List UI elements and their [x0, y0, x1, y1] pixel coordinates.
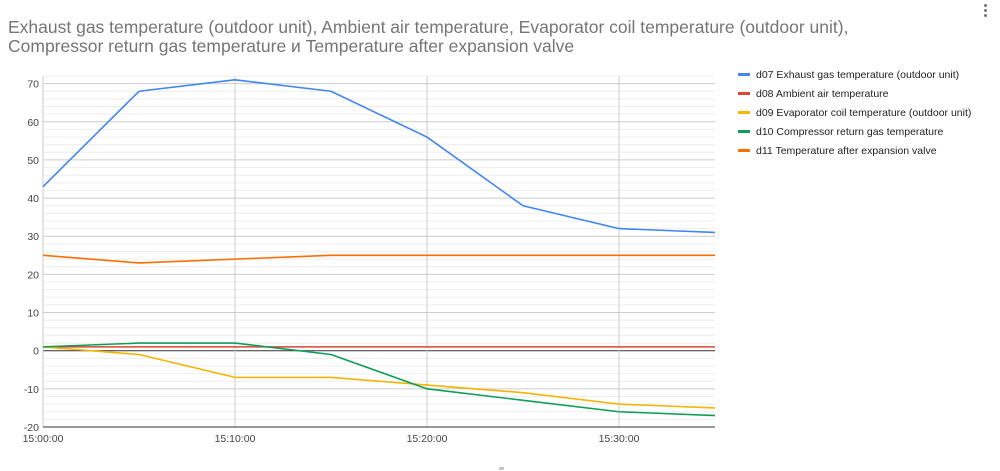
chart-title-line-1: Exhaust gas temperature (outdoor unit), …: [8, 17, 849, 37]
legend-label: d08 Ambient air temperature: [756, 88, 889, 100]
legend-swatch: [738, 72, 750, 76]
legend-item[interactable]: d11 Temperature after expansion valve: [738, 142, 1000, 161]
x-tick-label: 15:20:00: [407, 433, 448, 445]
legend-swatch: [738, 148, 750, 152]
chart-title-line-2: Compressor return gas temperature и Temp…: [8, 36, 575, 56]
series-line-4[interactable]: [42, 342, 716, 417]
chart-grid: [42, 75, 715, 428]
footer-mark: [499, 467, 504, 470]
y-tick-label: 20: [27, 269, 39, 281]
x-tick-label: 15:10:00: [215, 433, 256, 445]
x-tick-label: 15:00:00: [23, 433, 64, 445]
y-tick-label: -20: [24, 422, 39, 434]
series-line-1[interactable]: [42, 79, 716, 234]
more-vert-icon[interactable]: [978, 2, 992, 22]
y-tick-label: 40: [27, 193, 39, 205]
y-tick-label: 0: [33, 346, 39, 358]
chart-series: [42, 79, 716, 417]
legend-label: d11 Temperature after expansion valve: [756, 145, 937, 157]
series-line-5[interactable]: [42, 254, 715, 264]
y-tick-label: 50: [27, 155, 39, 167]
y-tick-label: 60: [27, 117, 39, 129]
legend-swatch: [738, 129, 750, 133]
y-tick-label: 10: [27, 308, 39, 320]
y-tick-label: 30: [27, 231, 39, 243]
legend-label: d09 Evaporator coil temperature (outdoor…: [756, 107, 972, 119]
legend-label: d07 Exhaust gas temperature (outdoor uni…: [756, 69, 960, 81]
chart-title: Exhaust gas temperature (outdoor unit), …: [8, 18, 968, 56]
legend-item[interactable]: d09 Evaporator coil temperature (outdoor…: [738, 104, 1000, 123]
legend-item[interactable]: d08 Ambient air temperature: [738, 85, 1000, 104]
chart-legend: d07 Exhaust gas temperature (outdoor uni…: [738, 66, 1000, 161]
x-tick-label: 15:30:00: [599, 433, 640, 445]
legend-item[interactable]: d07 Exhaust gas temperature (outdoor uni…: [738, 66, 1000, 85]
y-tick-label: -10: [24, 384, 39, 396]
legend-swatch: [738, 91, 750, 95]
legend-label: d10 Compressor return gas temperature: [756, 126, 944, 138]
legend-swatch: [738, 110, 750, 114]
series-line-3[interactable]: [42, 346, 716, 409]
legend-item[interactable]: d10 Compressor return gas temperature: [738, 123, 1000, 142]
y-tick-label: 70: [27, 79, 39, 91]
